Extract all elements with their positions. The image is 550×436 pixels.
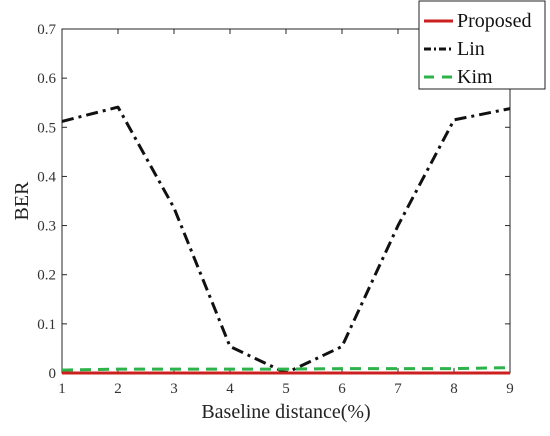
- y-tick-label: 0.1: [37, 317, 56, 333]
- x-tick-label: 9: [506, 381, 514, 397]
- x-tick-label: 1: [58, 381, 66, 397]
- y-axis-ticks: 0 0.1 0.2 0.3 0.4 0.5 0.6 0.7: [37, 22, 510, 382]
- y-tick-label: 0.2: [37, 268, 56, 284]
- y-tick-label: 0.6: [37, 71, 56, 87]
- x-tick-label: 8: [450, 381, 458, 397]
- x-tick-label: 7: [394, 381, 402, 397]
- x-axis-title: Baseline distance(%): [201, 401, 370, 423]
- legend-box: [418, 0, 546, 90]
- y-tick-label: 0.5: [37, 120, 56, 136]
- legend-label-kim: Kim: [457, 66, 493, 88]
- x-tick-label: 6: [338, 381, 346, 397]
- x-tick-label: 4: [226, 381, 234, 397]
- y-tick-label: 0.7: [37, 22, 56, 38]
- y-axis-title: BER: [11, 181, 33, 221]
- x-tick-label: 5: [282, 381, 290, 397]
- legend-label-lin: Lin: [457, 38, 485, 60]
- y-tick-label: 0.4: [37, 169, 56, 185]
- x-tick-label: 3: [170, 381, 178, 397]
- series-line-kim: [61, 366, 511, 372]
- x-tick-label: 2: [114, 381, 122, 397]
- legend-label-proposed: Proposed: [457, 10, 531, 32]
- y-tick-label: 0.3: [37, 219, 56, 235]
- legend: Proposed Lin Kim: [418, 0, 546, 90]
- y-tick-label: 0: [49, 366, 57, 382]
- series-layer: [61, 105, 511, 375]
